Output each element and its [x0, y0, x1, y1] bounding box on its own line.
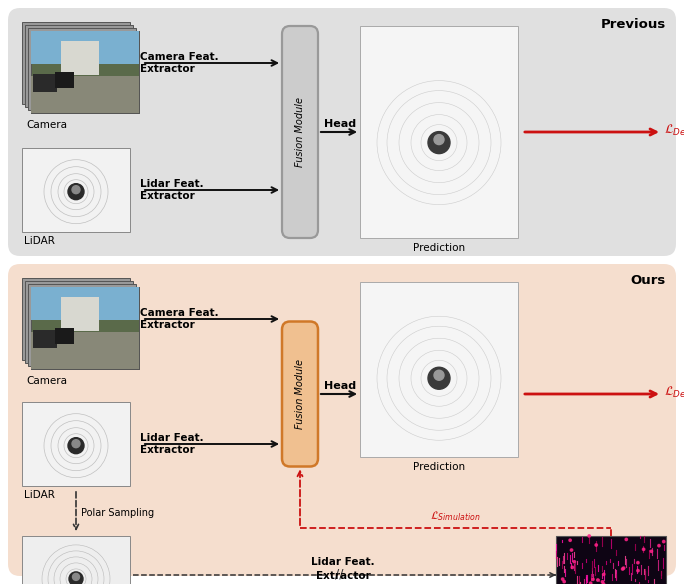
Text: Ours: Ours	[631, 274, 666, 287]
Text: Camera Feat.: Camera Feat.	[140, 308, 219, 318]
Bar	[28, 284, 136, 366]
FancyBboxPatch shape	[8, 264, 676, 576]
Bar	[31, 31, 139, 113]
Bar	[31, 287, 139, 369]
Text: $\mathcal{L}_{Simulation}$: $\mathcal{L}_{Simulation}$	[430, 509, 481, 523]
Circle shape	[69, 572, 83, 584]
Text: $\mathcal{L}_{Det}$: $\mathcal{L}_{Det}$	[664, 384, 684, 399]
Circle shape	[563, 580, 566, 583]
Circle shape	[569, 539, 571, 541]
Circle shape	[428, 367, 450, 390]
Circle shape	[637, 569, 639, 572]
Circle shape	[73, 573, 79, 580]
Text: Camera Feat.: Camera Feat.	[140, 52, 219, 62]
Text: Extractor: Extractor	[140, 191, 195, 201]
Circle shape	[72, 440, 80, 448]
Bar	[25, 281, 133, 363]
FancyBboxPatch shape	[282, 322, 318, 467]
Circle shape	[571, 566, 573, 569]
Circle shape	[596, 579, 599, 581]
Bar	[31, 76, 139, 113]
Text: Camera: Camera	[26, 120, 67, 130]
Text: LiDAR: LiDAR	[24, 490, 55, 500]
Text: Prediction: Prediction	[413, 462, 465, 472]
Circle shape	[562, 578, 564, 580]
Circle shape	[434, 370, 444, 380]
Text: Fusion Module: Fusion Module	[295, 97, 305, 167]
Text: Fusion Module: Fusion Module	[295, 359, 305, 429]
Text: Prediction: Prediction	[413, 243, 465, 253]
Text: $\mathcal{L}_{Det}$: $\mathcal{L}_{Det}$	[664, 123, 684, 138]
Circle shape	[588, 535, 590, 537]
Circle shape	[601, 580, 604, 583]
Bar	[31, 31, 139, 113]
Circle shape	[72, 186, 80, 194]
Bar	[31, 287, 139, 369]
Bar	[31, 332, 139, 369]
Bar	[360, 26, 518, 238]
Bar	[33, 329, 57, 347]
Text: Lidar Feat.: Lidar Feat.	[140, 179, 204, 189]
Circle shape	[68, 184, 84, 200]
Circle shape	[603, 583, 605, 584]
Bar	[22, 402, 130, 486]
Circle shape	[622, 567, 624, 569]
Circle shape	[595, 544, 597, 546]
Bar	[31, 31, 139, 64]
Text: Extractor: Extractor	[315, 571, 370, 581]
Circle shape	[573, 561, 575, 563]
Text: Camera: Camera	[26, 376, 67, 386]
Circle shape	[68, 437, 84, 454]
Bar	[33, 74, 57, 92]
FancyBboxPatch shape	[8, 8, 676, 256]
Circle shape	[603, 573, 605, 575]
Bar	[22, 536, 130, 584]
Circle shape	[642, 548, 645, 551]
Text: Lidar Feat.: Lidar Feat.	[140, 433, 204, 443]
Bar	[22, 22, 130, 104]
Bar	[360, 282, 518, 457]
FancyBboxPatch shape	[282, 26, 318, 238]
Text: Head: Head	[324, 119, 356, 129]
Circle shape	[622, 568, 624, 570]
Circle shape	[663, 540, 665, 543]
Circle shape	[658, 544, 660, 547]
Circle shape	[590, 582, 592, 584]
Text: Head: Head	[324, 381, 356, 391]
Text: Lidar Feat.: Lidar Feat.	[311, 557, 375, 567]
Text: Polar Sampling: Polar Sampling	[81, 507, 154, 517]
Text: //: //	[334, 568, 343, 580]
Text: Previous: Previous	[601, 18, 666, 31]
Bar	[55, 72, 74, 88]
Bar	[55, 328, 74, 345]
Bar	[22, 148, 130, 232]
Circle shape	[625, 538, 627, 541]
Bar	[556, 536, 666, 584]
Circle shape	[592, 578, 594, 580]
Circle shape	[570, 549, 573, 551]
Circle shape	[650, 550, 653, 552]
Bar	[62, 41, 99, 75]
Bar	[22, 278, 130, 360]
Text: Extractor: Extractor	[140, 64, 195, 74]
Bar	[25, 25, 133, 107]
Text: Extractor: Extractor	[140, 320, 195, 330]
Circle shape	[434, 134, 444, 145]
Bar	[62, 297, 99, 331]
Circle shape	[637, 561, 639, 564]
Text: Extractor: Extractor	[140, 445, 195, 455]
Bar	[31, 287, 139, 320]
Bar	[28, 28, 136, 110]
Text: LiDAR: LiDAR	[24, 236, 55, 246]
Circle shape	[428, 131, 450, 154]
